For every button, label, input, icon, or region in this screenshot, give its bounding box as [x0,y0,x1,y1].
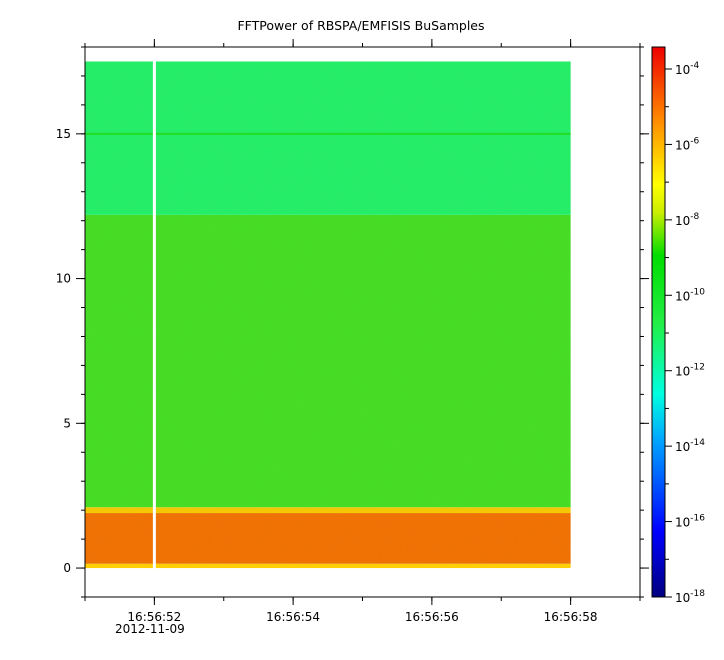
y-tick-label: 0 [63,561,71,575]
colorbar-tick-label: 10-14 [675,438,705,454]
x-date-label: 2012-11-09 [115,622,185,636]
noise-texture [85,61,571,569]
x-tick-label: 16:56:58 [544,610,598,624]
data-gap [152,60,156,570]
colorbar-tick-label: 10-8 [675,212,700,228]
x-axis: 16:56:52 16:56:54 16:56:56 16:56:58 [84,39,641,624]
x-tick-label: 16:56:54 [266,610,320,624]
colorbar: 10-18 10-16 10-14 10-12 10-10 10-8 10-6 10-4 [651,46,705,605]
colorbar-tick-label: 10-6 [675,136,700,152]
colorbar-tick-label: 10-10 [675,287,705,303]
y-tick-label: 10 [56,272,71,286]
y-tick-label: 5 [63,416,71,430]
x-tick-label: 16:56:52 [127,610,181,624]
colorbar-tick-label: 10-16 [675,514,705,530]
colorbar-gradient [651,46,666,598]
colorbar-tick-label: 10-18 [675,589,705,605]
y-tick-label: 15 [56,127,71,141]
colorbar-tick-label: 10-4 [675,61,700,77]
chart-title: FFTPower of RBSPA/EMFISIS BuSamples [237,18,484,33]
y-axis: 0 5 10 15 [56,46,649,598]
colorbar-tick-label: 10-12 [675,363,705,379]
colorbar-ticks: 10-18 10-16 10-14 10-12 10-10 10-8 10-6 10-4 [665,61,705,605]
plot-area [84,46,641,598]
x-tick-label: 16:56:56 [405,610,459,624]
